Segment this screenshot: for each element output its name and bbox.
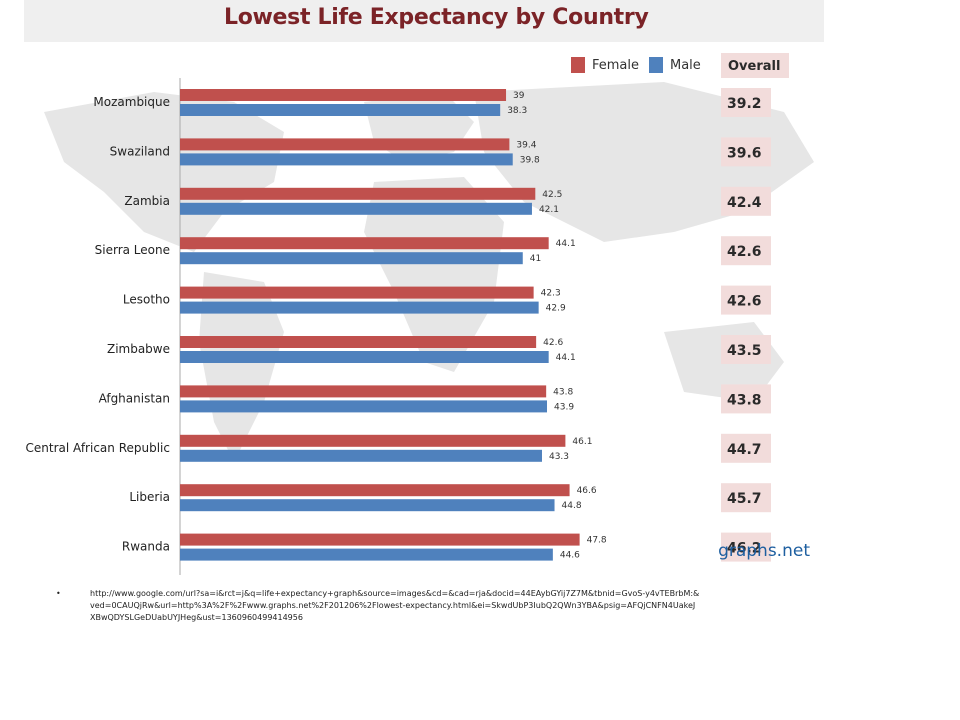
overall-box bbox=[721, 186, 771, 216]
category-label: Afghanistan bbox=[99, 391, 170, 405]
female-bar bbox=[180, 533, 580, 546]
female-bar bbox=[180, 385, 547, 398]
map-africa bbox=[364, 177, 504, 372]
male-value-label: 44.8 bbox=[562, 501, 582, 511]
male-value-label: 43.3 bbox=[549, 452, 569, 462]
female-value-label: 47.8 bbox=[587, 536, 607, 546]
male-bar bbox=[180, 104, 501, 116]
category-label: Sierra Leone bbox=[95, 243, 170, 257]
female-value-label: 46.1 bbox=[572, 437, 592, 447]
female-value-label: 42.5 bbox=[542, 190, 562, 200]
male-bar bbox=[180, 351, 549, 363]
category-label: Rwanda bbox=[122, 540, 170, 554]
overall-value: 45.7 bbox=[727, 491, 762, 507]
overall-box bbox=[721, 285, 771, 315]
overall-box bbox=[721, 236, 771, 266]
male-bar bbox=[180, 400, 548, 413]
legend: Female Male Overall bbox=[571, 53, 789, 78]
category-label: Swaziland bbox=[110, 144, 170, 158]
male-bar bbox=[180, 301, 539, 314]
male-value-label: 42.1 bbox=[539, 205, 559, 215]
male-value-label: 38.3 bbox=[507, 106, 527, 116]
male-bar bbox=[180, 202, 532, 215]
overall-header-box bbox=[721, 53, 789, 78]
category-label: Zimbabwe bbox=[107, 342, 170, 356]
male-bar bbox=[180, 252, 523, 265]
female-value-label: 42.6 bbox=[543, 338, 563, 348]
male-bar bbox=[180, 499, 555, 512]
overall-value: 43.8 bbox=[727, 392, 762, 408]
male-bar bbox=[180, 548, 553, 561]
category-label: Central African Republic bbox=[26, 441, 170, 455]
category-label: Liberia bbox=[129, 490, 170, 504]
source-block: • http://www.google.com/url?sa=i&rct=j&q… bbox=[56, 588, 700, 624]
legend-female-label: Female bbox=[592, 58, 639, 73]
male-value-label: 41 bbox=[530, 254, 541, 264]
overall-value: 43.5 bbox=[727, 343, 762, 359]
plot-area: Female Male Overall Mozambique 39 38.3 39.2… bbox=[26, 53, 789, 575]
male-value-label: 43.9 bbox=[554, 402, 574, 412]
category-label: Lesotho bbox=[123, 293, 170, 307]
title-bar: Lowest Life Expectancy by Country bbox=[24, 0, 824, 42]
female-value-label: 43.8 bbox=[553, 387, 573, 397]
overall-box bbox=[721, 384, 771, 414]
male-value-label: 44.6 bbox=[560, 551, 580, 561]
chart-image: Lowest Life Expectancy by Country Female… bbox=[24, 0, 824, 575]
female-bar bbox=[180, 286, 534, 299]
overall-header-label: Overall bbox=[728, 59, 780, 74]
female-bar bbox=[180, 89, 507, 101]
overall-box bbox=[721, 335, 771, 364]
male-value-label: 44.1 bbox=[556, 353, 576, 363]
overall-box bbox=[721, 483, 771, 513]
map-south-america bbox=[199, 272, 284, 462]
female-bar bbox=[180, 434, 566, 447]
male-bar bbox=[180, 153, 513, 166]
male-value-label: 42.9 bbox=[546, 304, 566, 314]
female-value-label: 46.6 bbox=[577, 486, 597, 496]
category-label: Mozambique bbox=[93, 95, 170, 109]
overall-value: 46.2 bbox=[727, 541, 762, 557]
female-bar bbox=[180, 484, 570, 497]
female-value-label: 42.3 bbox=[541, 289, 561, 299]
source-bullet: • bbox=[56, 589, 61, 598]
overall-box bbox=[721, 88, 771, 117]
female-value-label: 44.1 bbox=[556, 239, 576, 249]
male-bar bbox=[180, 449, 542, 462]
overall-box bbox=[721, 137, 771, 167]
overall-value: 42.6 bbox=[727, 294, 762, 310]
female-bar bbox=[180, 138, 510, 151]
bar-rows: Mozambique 39 38.3 39.2 Swaziland 39.4 39.8 39.… bbox=[26, 88, 771, 562]
male-value-label: 39.8 bbox=[520, 155, 540, 165]
female-value-label: 39 bbox=[513, 91, 525, 101]
overall-value: 42.6 bbox=[727, 244, 762, 260]
overall-box bbox=[721, 532, 771, 562]
graphs-net-watermark: graphs.net bbox=[718, 541, 810, 561]
female-bar bbox=[180, 336, 537, 348]
overall-value: 42.4 bbox=[727, 195, 762, 211]
female-bar bbox=[180, 237, 549, 250]
overall-value: 39.6 bbox=[727, 145, 762, 161]
overall-value: 39.2 bbox=[727, 96, 762, 112]
overall-value: 44.7 bbox=[727, 442, 762, 458]
female-bar bbox=[180, 187, 536, 200]
legend-female-swatch bbox=[571, 57, 585, 73]
category-label: Zambia bbox=[124, 194, 170, 208]
source-url[interactable]: http://www.google.com/url?sa=i&rct=j&q=l… bbox=[90, 589, 700, 622]
legend-male-swatch bbox=[649, 57, 663, 73]
chart-title: Lowest Life Expectancy by Country bbox=[224, 5, 649, 30]
female-value-label: 39.4 bbox=[516, 140, 536, 150]
overall-box bbox=[721, 433, 771, 463]
legend-male-label: Male bbox=[670, 58, 701, 73]
